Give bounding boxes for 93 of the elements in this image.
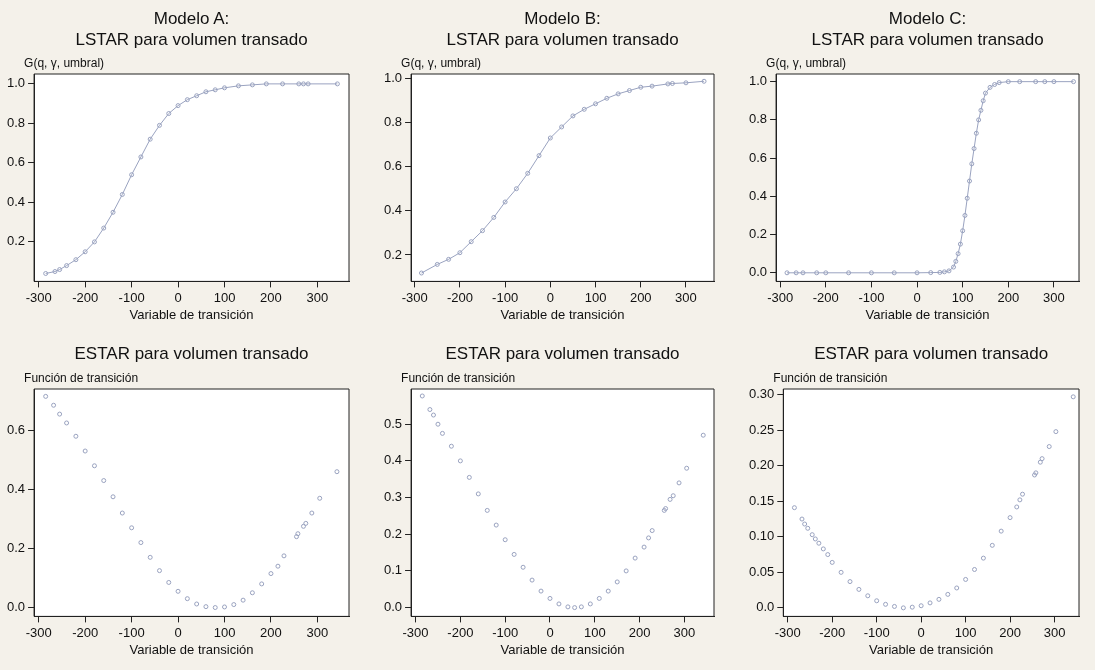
x-tick-label: -100: [492, 624, 519, 640]
y-axis-title: Función de transición: [401, 371, 516, 385]
x-tick-label: -300: [774, 624, 801, 640]
x-tick-label: 0: [917, 624, 925, 640]
y-tick-label: 0.4: [383, 202, 403, 218]
y-tick-label: 0.4: [6, 480, 26, 496]
y-axis-title: Función de transición: [773, 371, 888, 385]
x-tick-label: 300: [675, 289, 697, 305]
chart-title: Modelo C: LSTAR para volumen transado: [811, 9, 1044, 49]
y-tick-label: 1.0: [6, 75, 26, 91]
x-tick-label: 100: [951, 289, 974, 305]
y-tick-label: 0.5: [383, 415, 403, 431]
x-tick-label: 300: [1043, 624, 1066, 640]
y-tick-label: 0.0: [756, 599, 775, 615]
x-tick-label: -100: [118, 289, 145, 305]
x-tick-label: -100: [492, 289, 519, 305]
x-tick-label: 100: [583, 624, 606, 640]
x-tick-label: -200: [72, 289, 99, 305]
x-tick-label: -300: [401, 289, 428, 305]
x-tick-label: 300: [306, 289, 329, 305]
chart-title: ESTAR para volumen transado: [814, 344, 1049, 363]
x-tick-label: 100: [584, 289, 607, 305]
y-tick-label: 0.2: [383, 525, 403, 541]
y-tick-label: 0.2: [6, 233, 26, 249]
x-axis-title: Variable de transición: [869, 642, 994, 658]
x-tick-label: -300: [25, 289, 52, 305]
chart-title: Modelo B: LSTAR para volumen transado: [446, 9, 679, 49]
x-tick-label: -200: [447, 624, 474, 640]
y-tick-label: 0.05: [748, 563, 775, 579]
y-tick-label: 1.0: [383, 69, 403, 85]
x-tick-label: -100: [118, 624, 145, 640]
x-axis-title: Variable de transición: [129, 307, 254, 323]
x-tick-label: 300: [1043, 289, 1065, 305]
y-tick-label: 0.4: [6, 193, 26, 209]
x-tick-label: -300: [25, 624, 52, 640]
x-tick-label: -300: [767, 289, 794, 305]
y-tick-label: 0.2: [748, 226, 768, 242]
y-tick-label: 0.2: [383, 246, 403, 262]
x-tick-label: 300: [673, 624, 696, 640]
y-tick-label: 0.4: [748, 187, 768, 203]
y-axis-title: G(q, γ, umbral): [766, 56, 847, 70]
x-tick-label: 0: [174, 624, 182, 640]
y-tick-label: 0.0: [383, 599, 403, 615]
x-tick-label: 300: [306, 624, 329, 640]
x-axis-title: Variable de transición: [500, 307, 625, 323]
y-tick-label: 0.15: [748, 492, 775, 508]
x-tick-label: -300: [402, 624, 429, 640]
y-tick-label: 0.20: [748, 457, 775, 473]
y-tick-label: 0.6: [6, 421, 26, 437]
x-tick-label: 100: [213, 289, 236, 305]
x-tick-label: 0: [913, 289, 921, 305]
x-tick-label: -200: [812, 289, 839, 305]
x-axis-title: Variable de transición: [500, 642, 625, 658]
chart-title: Modelo A: LSTAR para volumen transado: [75, 9, 308, 49]
x-tick-label: -200: [446, 289, 473, 305]
x-tick-label: 200: [260, 624, 282, 640]
y-tick-label: 0.10: [748, 528, 775, 544]
y-tick-label: 1.0: [748, 73, 768, 89]
y-tick-label: 0.3: [383, 489, 403, 505]
y-tick-label: 0.8: [748, 111, 768, 127]
y-tick-label: 0.8: [6, 114, 26, 130]
y-tick-label: 0.30: [748, 386, 775, 402]
y-tick-label: 0.1: [383, 562, 403, 578]
y-tick-label: 0.6: [6, 154, 26, 170]
x-tick-label: 200: [997, 289, 1020, 305]
y-tick-label: 0.4: [383, 452, 403, 468]
chart-title: ESTAR para volumen transado: [74, 344, 309, 363]
y-axis-title: G(q, γ, umbral): [401, 56, 482, 70]
x-tick-label: 100: [213, 624, 236, 640]
x-tick-label: 200: [999, 624, 1021, 640]
x-axis-title: Variable de transición: [865, 307, 990, 323]
y-tick-label: 0.0: [6, 599, 26, 615]
x-tick-label: -200: [72, 624, 99, 640]
y-axis-title: Función de transición: [24, 371, 139, 385]
x-tick-label: 200: [629, 289, 652, 305]
x-tick-label: -100: [858, 289, 885, 305]
x-tick-label: 200: [628, 624, 651, 640]
y-axis-title: G(q, γ, umbral): [24, 56, 105, 70]
y-tick-label: 0.2: [6, 540, 26, 556]
x-tick-label: 0: [546, 624, 554, 640]
y-tick-label: 0.0: [748, 264, 768, 280]
y-tick-label: 0.25: [748, 421, 775, 437]
x-tick-label: 0: [546, 289, 554, 305]
x-tick-label: 0: [174, 289, 182, 305]
y-tick-label: 0.6: [748, 149, 768, 165]
x-tick-label: 100: [954, 624, 977, 640]
chart-title: ESTAR para volumen transado: [445, 344, 680, 363]
x-tick-label: 200: [260, 289, 282, 305]
x-axis-title: Variable de transición: [129, 642, 254, 658]
x-tick-label: -100: [863, 624, 890, 640]
y-tick-label: 0.8: [383, 114, 403, 130]
y-tick-label: 0.6: [383, 158, 403, 174]
x-tick-label: -200: [819, 624, 846, 640]
